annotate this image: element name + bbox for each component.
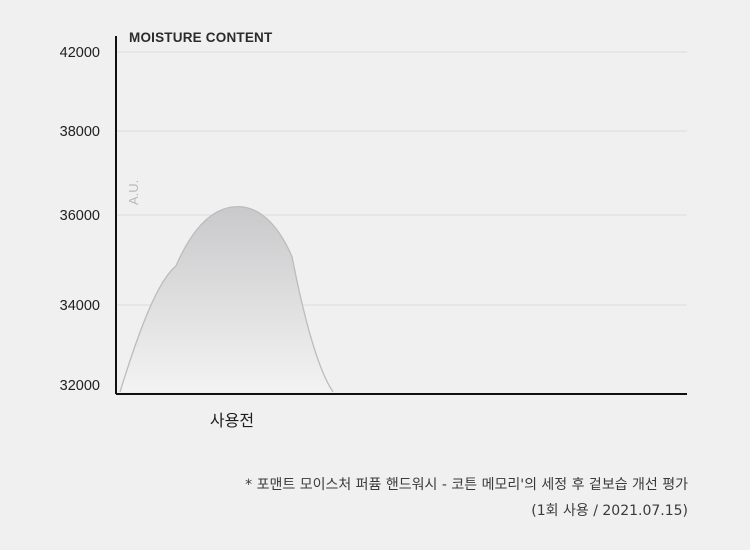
y-tick-label: 32000: [60, 378, 100, 394]
chart-title: MOISTURE CONTENT: [129, 30, 273, 45]
x-tick-label: 사용전: [210, 411, 254, 430]
y-axis-ticks: 42000 38000 36000 34000 32000: [60, 45, 100, 394]
y-tick-label: 34000: [60, 298, 100, 314]
y-tick-label: 42000: [60, 45, 100, 61]
y-tick-label: 38000: [60, 124, 100, 140]
series-area: [120, 206, 333, 392]
footnote-date: (1회 사용 / 2021.07.15): [531, 503, 688, 519]
y-tick-label: 36000: [60, 208, 100, 224]
series-outline: [119, 205, 334, 393]
footnote-text: * 포맨트 모이스처 퍼퓸 핸드워시 - 코튼 메모리'의 세정 후 겉보습 개…: [245, 477, 688, 493]
y-axis-label: A.U.: [126, 180, 141, 205]
